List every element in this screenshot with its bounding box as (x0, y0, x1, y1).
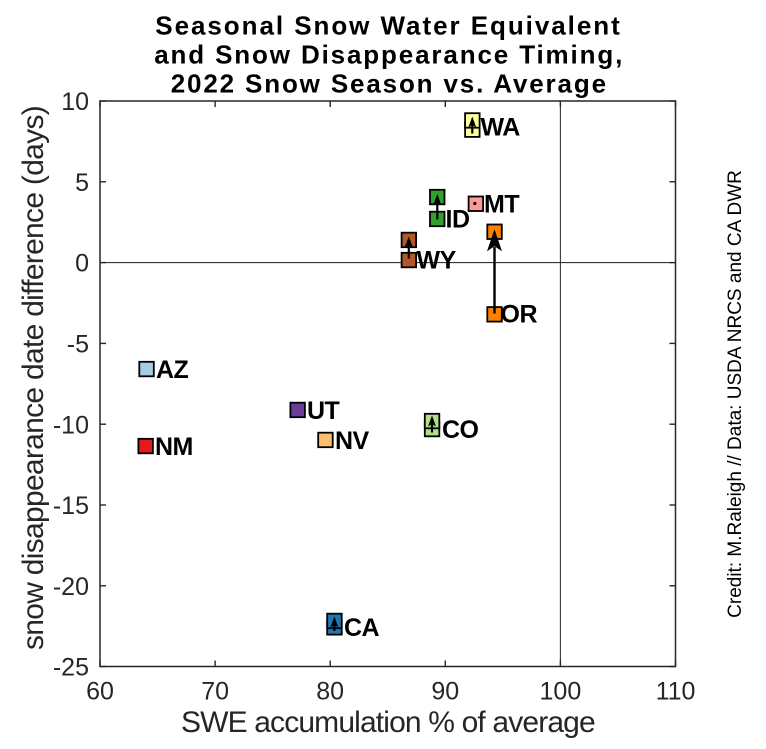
svg-text:90: 90 (431, 677, 459, 705)
svg-text:CA: CA (344, 614, 380, 642)
svg-text:0: 0 (75, 250, 89, 278)
svg-text:60: 60 (86, 677, 114, 705)
svg-text:and Snow Disappearance Timing,: and Snow Disappearance Timing, (154, 39, 624, 69)
svg-text:110: 110 (656, 677, 696, 705)
svg-text:UT: UT (307, 397, 340, 425)
svg-text:WA: WA (481, 114, 521, 142)
svg-text:80: 80 (316, 677, 344, 705)
svg-text:2022 Snow Season vs. Average: 2022 Snow Season vs. Average (171, 69, 608, 99)
svg-text:OR: OR (501, 301, 538, 329)
svg-text:CO: CO (442, 416, 479, 444)
svg-text:100: 100 (540, 677, 582, 705)
svg-text:70: 70 (201, 677, 229, 705)
svg-text:-15: -15 (53, 492, 89, 520)
svg-text:AZ: AZ (156, 356, 189, 384)
svg-text:MT: MT (484, 190, 519, 218)
svg-text:-25: -25 (53, 654, 89, 682)
svg-text:SWE accumulation % of average: SWE accumulation % of average (181, 706, 595, 739)
svg-text:-20: -20 (53, 573, 89, 601)
svg-text:Seasonal Snow Water Equivalent: Seasonal Snow Water Equivalent (155, 10, 621, 40)
svg-text:NV: NV (335, 427, 370, 455)
svg-text:10: 10 (61, 88, 89, 116)
svg-text:-10: -10 (53, 411, 89, 439)
svg-text:WY: WY (417, 247, 457, 275)
svg-text:snow disappearance date differ: snow disappearance date difference (days… (17, 106, 50, 650)
svg-text:NM: NM (155, 433, 193, 461)
svg-text:ID: ID (446, 206, 470, 234)
svg-text:Credit: M.Raleigh // Data: USD: Credit: M.Raleigh // Data: USDA NRCS and… (725, 170, 746, 618)
svg-text:-5: -5 (67, 331, 89, 359)
svg-text:5: 5 (75, 169, 89, 197)
